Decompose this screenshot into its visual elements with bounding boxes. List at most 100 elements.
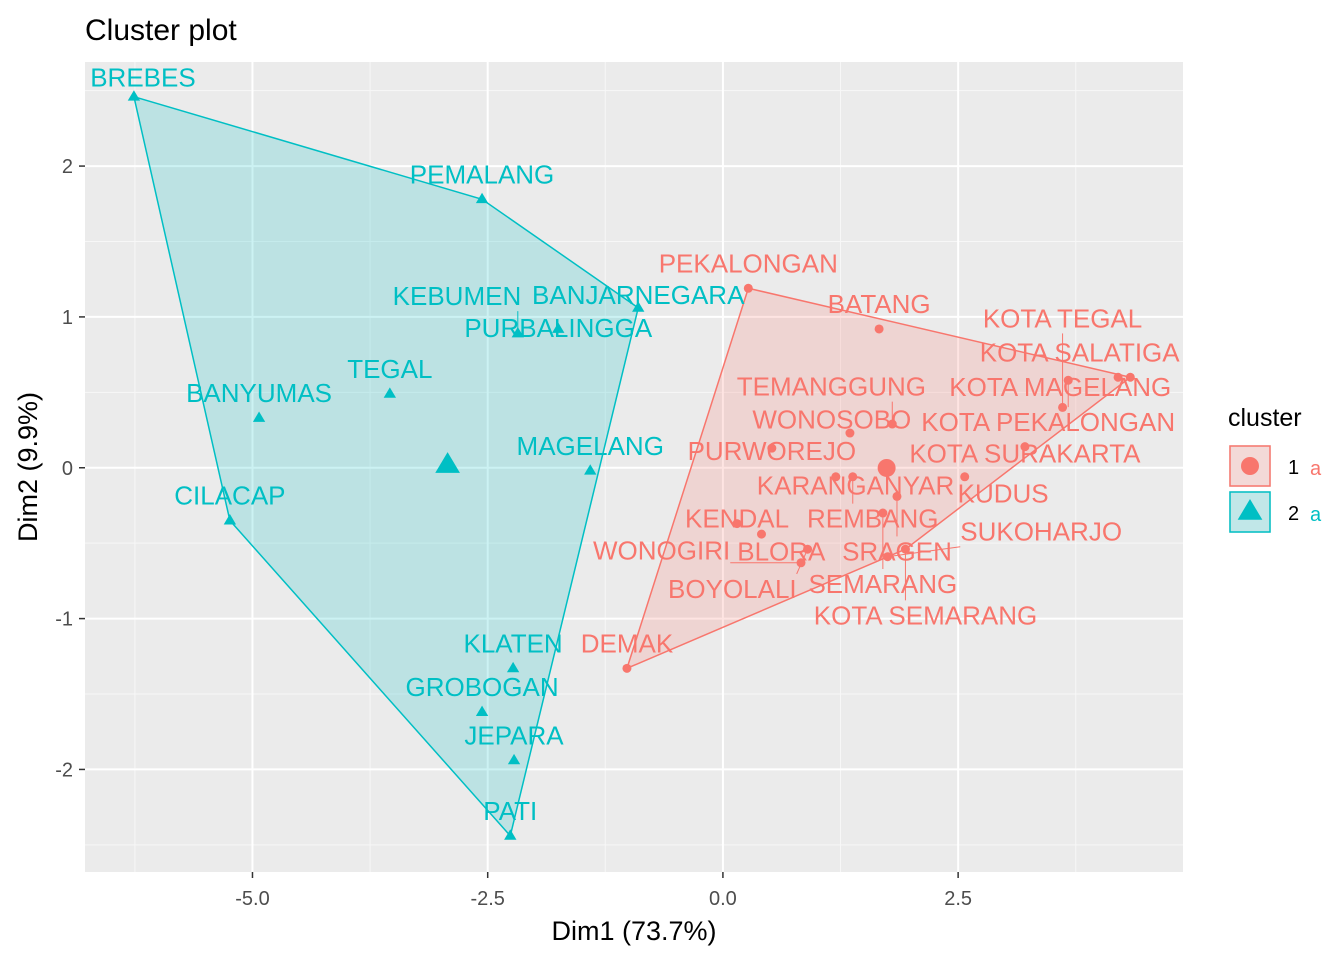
data-point xyxy=(475,705,489,717)
data-point xyxy=(622,663,632,673)
plot-panel: PEKALONGAN BATANG KOTA SALATIGA KOTA MAGELA… xyxy=(85,62,1183,872)
point-label: BANJARNEGARA xyxy=(532,280,745,310)
data-point xyxy=(1058,402,1068,412)
point-label: KOTA SEMARANG xyxy=(814,600,1037,630)
data-point xyxy=(767,443,777,453)
point-label: BOYOLALI xyxy=(668,574,797,604)
y-tick-label: 1 xyxy=(62,307,73,329)
point-label: KUDUS xyxy=(958,478,1049,508)
point-label: WONOGIRI xyxy=(593,535,730,565)
x-tick-label: -2.5 xyxy=(470,888,504,910)
point-label: PEMALANG xyxy=(410,159,555,189)
data-point xyxy=(1125,372,1135,382)
legend-triangle-icon xyxy=(1237,499,1263,520)
point-label: BATANG xyxy=(828,289,931,319)
data-point xyxy=(632,301,645,312)
data-point xyxy=(883,552,893,562)
data-point xyxy=(504,829,517,840)
data-point xyxy=(892,491,902,501)
point-label: KOTA MAGELANG xyxy=(949,372,1171,402)
point-label: CILACAP xyxy=(174,481,285,511)
data-point xyxy=(887,419,897,429)
point-label: GROBOGAN xyxy=(405,672,558,702)
data-point xyxy=(878,508,888,518)
legend-label: 2 xyxy=(1288,503,1299,525)
chart-title: Cluster plot xyxy=(85,14,237,47)
data-point xyxy=(507,753,521,765)
data-point xyxy=(874,324,884,334)
legend-title: cluster xyxy=(1228,404,1302,432)
x-tick-label: -5.0 xyxy=(235,888,269,910)
legend-label: 1 xyxy=(1288,457,1299,479)
point-label: KEBUMEN xyxy=(393,281,522,311)
y-axis-title: Dim2 (9.9%) xyxy=(13,392,43,542)
point-label: KOTA SALATIGA xyxy=(980,337,1181,367)
legend-key-letter: a xyxy=(1310,504,1322,526)
legend-key-2: a xyxy=(1229,491,1322,533)
data-point xyxy=(223,514,237,525)
point-label: DEMAK xyxy=(581,628,674,658)
point-label: MAGELANG xyxy=(517,431,664,461)
point-label: REMBANG xyxy=(807,504,938,534)
data-point xyxy=(1020,442,1030,452)
cluster-2-hull xyxy=(132,95,640,838)
x-axis-title: Dim1 (73.7%) xyxy=(551,916,716,946)
data-point xyxy=(511,327,524,338)
point-label: KOTA SURAKARTA xyxy=(909,439,1141,469)
point-label: BREBES xyxy=(90,62,196,92)
point-label: SRAGEN xyxy=(842,536,952,566)
data-point xyxy=(756,529,766,539)
x-tick-label: 0.0 xyxy=(709,888,737,910)
data-point xyxy=(475,192,489,204)
point-label: JEPARA xyxy=(464,720,564,750)
x-tick-label: 2.5 xyxy=(944,888,972,910)
y-tick-label: -1 xyxy=(55,609,73,631)
data-point xyxy=(252,411,266,422)
data-point xyxy=(743,283,753,293)
point-label: PURBALINGGA xyxy=(464,313,652,343)
point-label: KENDAL xyxy=(685,504,789,534)
point-label: KOTA PEKALONGAN xyxy=(921,407,1175,437)
data-point xyxy=(584,464,597,475)
data-point xyxy=(1113,372,1123,382)
point-label: TEGAL xyxy=(347,354,432,384)
cluster-2-points: BREBES PEMALANG BANJARNEGARAPURBALINGGAKEB… xyxy=(90,62,745,840)
point-label: WONOSOBO xyxy=(752,404,911,434)
cluster-centroid xyxy=(877,458,896,477)
point-label: TEMANGGUNG xyxy=(737,372,926,402)
point-label: KLATEN xyxy=(463,628,562,658)
data-point xyxy=(960,472,970,482)
point-label: SEMARANG xyxy=(808,569,957,599)
data-point xyxy=(831,472,841,482)
point-label: SUKOHARJO xyxy=(960,517,1122,547)
data-point xyxy=(848,472,858,482)
data-point xyxy=(796,558,806,568)
axes: -5.0 -2.5 0.0 2.5 -2 -1 0 1 2 xyxy=(55,156,972,910)
point-label: KARANGANYAR xyxy=(757,471,954,501)
data-point xyxy=(383,387,397,398)
legend-key-letter: a xyxy=(1310,458,1322,480)
data-point xyxy=(803,544,813,554)
data-point xyxy=(127,90,141,101)
legend-circle-icon xyxy=(1241,457,1259,475)
cluster-1-points: PEKALONGAN BATANG KOTA SALATIGA KOTA MAGELA… xyxy=(581,248,1181,673)
point-label: PATI xyxy=(483,796,537,826)
data-point xyxy=(732,519,742,529)
data-point xyxy=(552,322,565,333)
point-label: BANYUMAS xyxy=(186,378,332,408)
point-label: KOTA TEGAL xyxy=(983,303,1142,333)
point-label: BLORA xyxy=(737,536,826,566)
y-tick-label: 0 xyxy=(62,458,73,480)
legend-key-1: a xyxy=(1229,445,1322,487)
point-label: PEKALONGAN xyxy=(659,248,838,278)
point-label: PURWOREJO xyxy=(688,436,857,466)
data-point xyxy=(506,661,520,673)
data-point xyxy=(1063,375,1073,385)
label-leader-line xyxy=(887,546,961,558)
y-tick-label: 2 xyxy=(62,156,73,178)
data-point xyxy=(900,544,910,554)
cluster-centroid xyxy=(435,452,460,473)
y-tick-label: -2 xyxy=(55,759,73,781)
